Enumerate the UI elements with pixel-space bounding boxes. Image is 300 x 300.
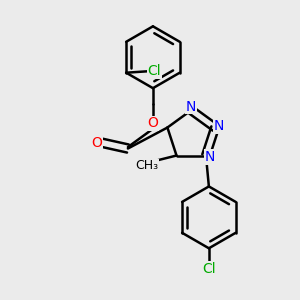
Text: O: O <box>92 136 102 150</box>
Text: Cl: Cl <box>202 262 216 276</box>
Text: CH₃: CH₃ <box>136 159 159 172</box>
Text: Cl: Cl <box>147 64 161 78</box>
Text: O: O <box>148 116 158 130</box>
Text: N: N <box>213 119 224 133</box>
Text: N: N <box>186 100 196 114</box>
Text: N: N <box>204 150 215 164</box>
